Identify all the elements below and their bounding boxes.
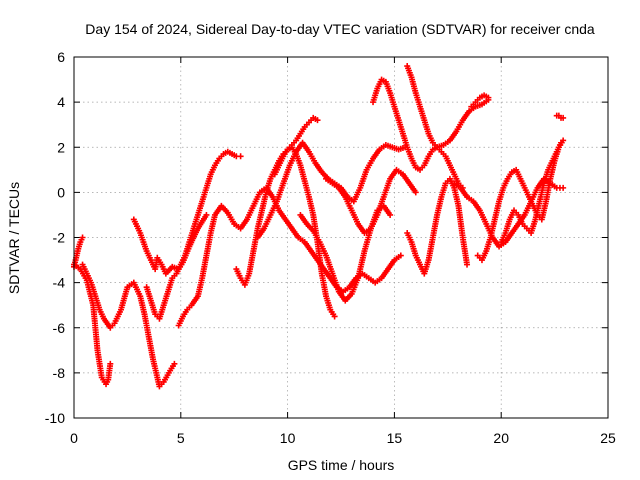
y-tick-label: 2 (57, 139, 65, 155)
series-arc-15 (404, 175, 471, 277)
series-arc-3 (79, 261, 178, 390)
x-tick-label: 5 (177, 430, 185, 446)
series-arc-18 (498, 139, 565, 246)
data-point (331, 313, 338, 320)
x-tick-label: 20 (493, 430, 509, 446)
data-point (558, 139, 565, 146)
x-tick-label: 25 (600, 430, 616, 446)
y-tick-label: -6 (53, 320, 66, 336)
y-axis-label: SDTVAR / TECUs (6, 182, 22, 294)
y-tick-label: 4 (57, 94, 65, 110)
data-point (387, 211, 394, 218)
y-tick-label: -8 (53, 365, 66, 381)
y-tick-label: -4 (53, 275, 66, 291)
series-arc-13 (404, 63, 492, 151)
data-point (560, 184, 567, 191)
y-tick-label: 0 (57, 184, 65, 200)
data-points (71, 63, 567, 390)
y-tick-labels: -10 -8 -6 -4 -2 0 2 4 6 (45, 49, 65, 426)
data-point (79, 234, 86, 241)
x-tick-label: 10 (280, 430, 296, 446)
data-point (237, 153, 244, 160)
data-point (107, 360, 114, 367)
chart-title: Day 154 of 2024, Sidereal Day-to-day VTE… (85, 21, 595, 37)
data-point (203, 211, 210, 218)
data-point (397, 252, 404, 259)
series-arc-9 (271, 114, 321, 178)
data-point (485, 94, 492, 101)
series-arc-1 (71, 234, 86, 270)
series-arc-12 (370, 76, 466, 191)
data-point (464, 261, 471, 268)
data-point (314, 117, 321, 124)
data-point (560, 114, 567, 121)
y-tick-label: -10 (45, 410, 65, 426)
x-tick-label: 0 (70, 430, 78, 446)
series-arc-19 (553, 112, 567, 121)
y-tick-label: 6 (57, 49, 65, 65)
data-point (412, 189, 419, 196)
x-axis-label: GPS time / hours (288, 457, 395, 473)
x-tick-label: 15 (387, 430, 403, 446)
series-arc-14 (468, 92, 492, 110)
data-point (171, 360, 178, 367)
series-arc-6 (175, 184, 404, 329)
y-tick-label: -2 (53, 230, 66, 246)
plot-frame (73, 56, 609, 419)
series-arc-11 (323, 166, 419, 236)
series-arc-5 (143, 148, 244, 322)
x-tick-labels: 0 5 10 15 20 25 (70, 430, 616, 446)
